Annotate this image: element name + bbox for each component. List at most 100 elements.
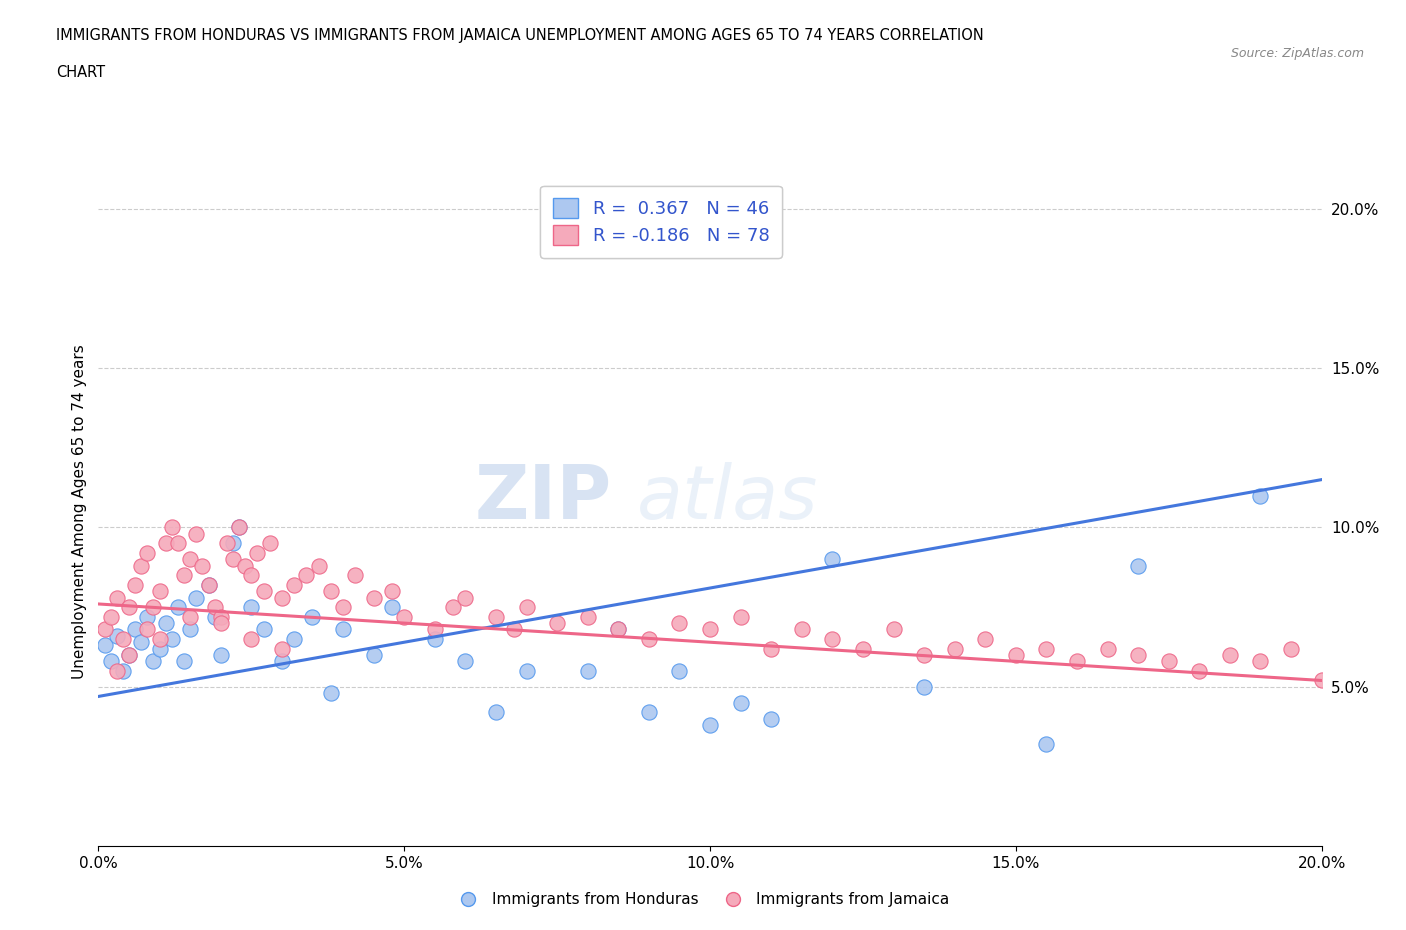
Point <box>283 578 305 592</box>
Point <box>637 631 661 646</box>
Point <box>136 546 159 561</box>
Point <box>209 609 232 624</box>
Point <box>100 654 122 669</box>
Point <box>441 600 464 615</box>
Point <box>974 631 997 646</box>
Point <box>160 631 183 646</box>
Point <box>252 622 274 637</box>
Point <box>1157 654 1180 669</box>
Point <box>1128 558 1150 573</box>
Point <box>93 638 115 653</box>
Point <box>308 558 330 573</box>
Point <box>546 616 568 631</box>
Point <box>576 609 599 624</box>
Point <box>607 622 630 637</box>
Point <box>503 622 526 637</box>
Text: ZIP: ZIP <box>475 461 612 535</box>
Point <box>295 568 318 583</box>
Point <box>149 641 172 656</box>
Point <box>160 520 183 535</box>
Point <box>111 663 134 678</box>
Point <box>912 680 935 695</box>
Point <box>118 600 141 615</box>
Point <box>668 663 690 678</box>
Point <box>191 558 214 573</box>
Point <box>943 641 966 656</box>
Point <box>1128 647 1150 662</box>
Point <box>179 609 201 624</box>
Point <box>118 647 141 662</box>
Point <box>228 520 250 535</box>
Point <box>233 558 256 573</box>
Point <box>912 647 935 662</box>
Text: Source: ZipAtlas.com: Source: ZipAtlas.com <box>1230 46 1364 60</box>
Point <box>821 631 844 646</box>
Point <box>883 622 905 637</box>
Point <box>319 685 342 700</box>
Point <box>1310 673 1333 688</box>
Point <box>454 591 477 605</box>
Point <box>129 558 152 573</box>
Point <box>759 711 782 726</box>
Point <box>485 609 508 624</box>
Point <box>118 647 141 662</box>
Point <box>332 622 354 637</box>
Point <box>363 647 385 662</box>
Point <box>259 536 281 551</box>
Point <box>173 654 195 669</box>
Point <box>124 622 146 637</box>
Point <box>381 584 404 599</box>
Point <box>179 622 201 637</box>
Point <box>1035 641 1057 656</box>
Point <box>149 584 172 599</box>
Point <box>204 609 226 624</box>
Point <box>129 635 152 650</box>
Point <box>516 600 538 615</box>
Point <box>1066 654 1088 669</box>
Point <box>270 591 292 605</box>
Point <box>607 622 630 637</box>
Point <box>270 641 292 656</box>
Point <box>730 609 752 624</box>
Point <box>1249 488 1271 503</box>
Point <box>209 647 232 662</box>
Point <box>167 536 190 551</box>
Point <box>516 663 538 678</box>
Point <box>332 600 354 615</box>
Point <box>301 609 323 624</box>
Point <box>136 622 159 637</box>
Point <box>105 663 128 678</box>
Legend: R =  0.367   N = 46, R = -0.186   N = 78: R = 0.367 N = 46, R = -0.186 N = 78 <box>540 186 782 258</box>
Point <box>93 622 115 637</box>
Point <box>204 600 226 615</box>
Point <box>222 551 245 566</box>
Text: IMMIGRANTS FROM HONDURAS VS IMMIGRANTS FROM JAMAICA UNEMPLOYMENT AMONG AGES 65 T: IMMIGRANTS FROM HONDURAS VS IMMIGRANTS F… <box>56 28 984 43</box>
Point <box>1219 647 1241 662</box>
Point <box>173 568 195 583</box>
Point <box>637 705 661 720</box>
Point <box>215 536 238 551</box>
Point <box>240 631 263 646</box>
Point <box>270 654 292 669</box>
Point <box>142 600 165 615</box>
Y-axis label: Unemployment Among Ages 65 to 74 years: Unemployment Among Ages 65 to 74 years <box>72 344 87 679</box>
Point <box>423 622 446 637</box>
Point <box>423 631 446 646</box>
Point <box>197 578 219 592</box>
Point <box>252 584 274 599</box>
Legend: Immigrants from Honduras, Immigrants from Jamaica: Immigrants from Honduras, Immigrants fro… <box>450 886 956 913</box>
Point <box>124 578 146 592</box>
Point <box>1279 641 1302 656</box>
Point <box>111 631 134 646</box>
Point <box>222 536 245 551</box>
Text: atlas: atlas <box>637 462 818 534</box>
Point <box>1188 663 1211 678</box>
Point <box>240 600 263 615</box>
Point <box>186 591 208 605</box>
Point <box>730 696 752 711</box>
Point <box>179 551 201 566</box>
Point <box>485 705 508 720</box>
Point <box>209 616 232 631</box>
Point <box>1097 641 1119 656</box>
Point <box>167 600 190 615</box>
